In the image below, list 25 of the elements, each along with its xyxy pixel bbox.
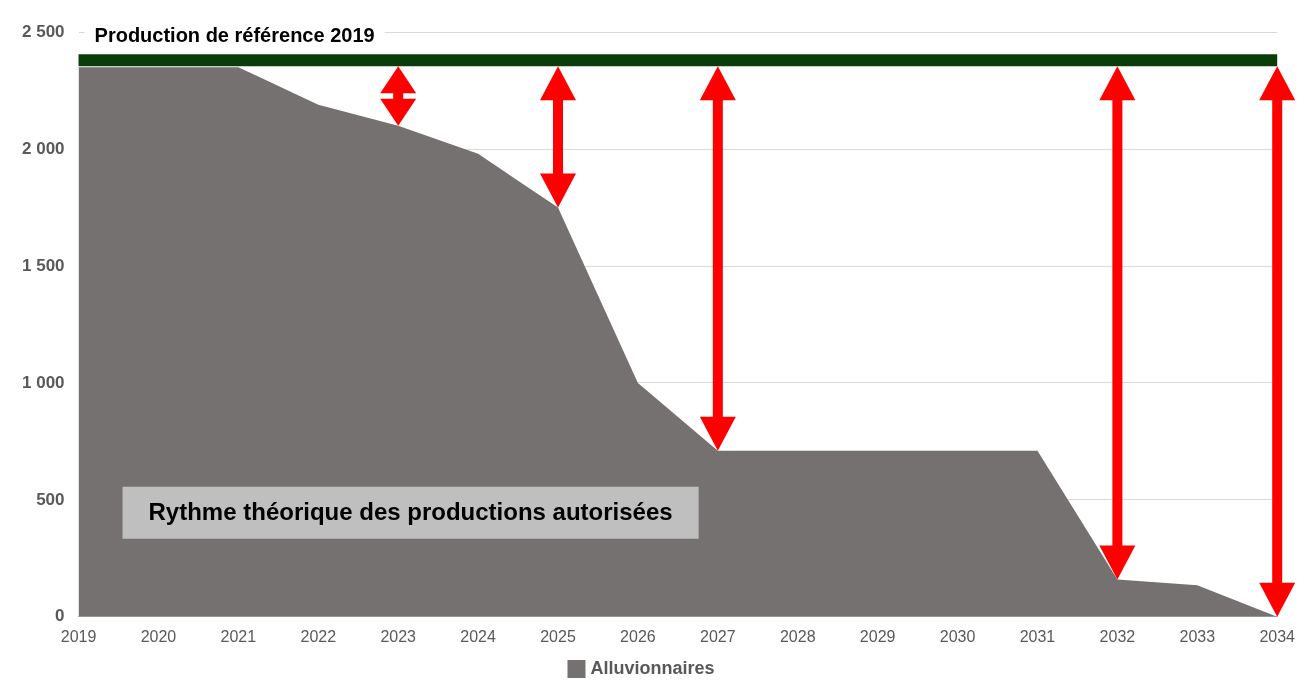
- x-tick-label: 2022: [300, 627, 337, 645]
- x-tick-label: 2032: [1099, 627, 1136, 645]
- y-tick-label: 2 500: [21, 21, 65, 41]
- annotation: Rythme théorique des productions autorisées: [148, 498, 673, 526]
- ref-line-label: Production de référence 2019: [94, 23, 375, 46]
- x-tick-label: 2024: [460, 627, 496, 645]
- x-tick-label: 2030: [939, 627, 976, 645]
- y-tick-label: 2 000: [21, 138, 65, 158]
- y-tick-label: 0: [55, 606, 65, 626]
- y-tick-label: 1 500: [21, 255, 65, 275]
- x-tick-label: 2019: [60, 627, 97, 645]
- x-tick-label: 2020: [140, 627, 177, 645]
- x-tick-label: 2023: [380, 627, 417, 645]
- y-tick-label: 1 000: [21, 372, 65, 392]
- x-tick-label: 2025: [540, 627, 576, 645]
- x-tick-label: 2033: [1179, 627, 1216, 645]
- x-tick-label: 2034: [1259, 627, 1296, 645]
- x-tick-label: 2031: [1019, 627, 1056, 645]
- x-tick-label: 2021: [220, 627, 257, 645]
- x-tick-label: 2027: [700, 627, 736, 645]
- y-tick-label: 500: [36, 489, 65, 509]
- x-tick-label: 2029: [859, 627, 896, 645]
- x-tick-label: 2026: [620, 627, 656, 645]
- x-tick-label: 2028: [779, 627, 816, 645]
- legend-label: Alluvionnaires: [590, 657, 715, 678]
